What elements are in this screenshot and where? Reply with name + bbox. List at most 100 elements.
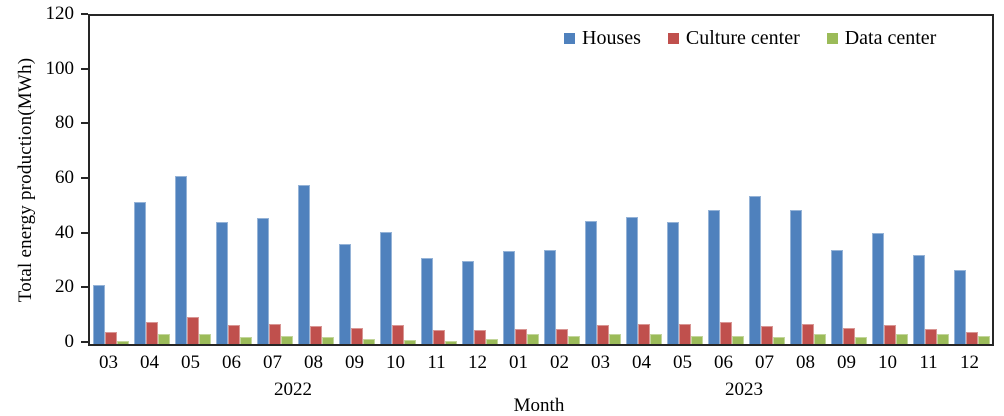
bar-group — [664, 16, 705, 344]
bar-data-center — [526, 334, 539, 344]
legend-swatch-culture-center — [667, 32, 679, 44]
x-tick-label: 10 — [386, 352, 405, 373]
bar-houses — [256, 218, 269, 344]
bar-group — [623, 16, 664, 344]
bar-houses — [379, 231, 392, 344]
bar-data-center — [116, 341, 129, 344]
bar-houses — [748, 196, 761, 344]
bar-culture-center — [309, 326, 322, 344]
bar-data-center — [239, 337, 252, 344]
legend-label: Houses — [582, 27, 641, 49]
bar-culture-center — [801, 323, 814, 344]
bar-group — [418, 16, 459, 344]
x-tick-label: 12 — [960, 352, 979, 373]
bar-houses — [625, 216, 638, 344]
bar-group — [869, 16, 910, 344]
bar-culture-center — [637, 323, 650, 344]
x-tick-label: 12 — [468, 352, 487, 373]
x-tick-label: 06 — [714, 352, 733, 373]
bar-houses — [461, 260, 474, 344]
bar-houses — [174, 175, 187, 344]
bar-group — [90, 16, 131, 344]
bar-data-center — [772, 337, 785, 344]
bar-houses — [543, 249, 556, 344]
x-tick-label: 09 — [345, 352, 364, 373]
bar-group — [172, 16, 213, 344]
x-tick-label: 01 — [509, 352, 528, 373]
bar-data-center — [567, 335, 580, 344]
y-tick-mark — [81, 341, 88, 343]
y-tick-label: 120 — [45, 3, 75, 24]
bar-data-center — [280, 335, 293, 344]
bar-data-center — [362, 338, 375, 344]
bar-houses — [215, 222, 228, 344]
bar-data-center — [157, 334, 170, 344]
bar-culture-center — [719, 322, 732, 344]
legend-label: Culture center — [685, 27, 800, 49]
bar-houses — [420, 257, 433, 344]
bar-data-center — [444, 341, 457, 344]
bar-data-center — [854, 337, 867, 344]
bar-data-center — [198, 334, 211, 344]
bar-data-center — [485, 338, 498, 344]
bar-data-center — [731, 335, 744, 344]
bar-culture-center — [145, 322, 158, 344]
bar-data-center — [608, 334, 621, 344]
legend-swatch-houses — [564, 32, 575, 44]
x-tick-label: 07 — [755, 352, 774, 373]
y-tick-mark — [81, 13, 88, 15]
y-tick-label: 60 — [55, 167, 74, 188]
x-tick-label: 04 — [632, 352, 651, 373]
bar-group — [910, 16, 951, 344]
bar-culture-center — [555, 328, 568, 344]
bar-houses — [871, 233, 884, 344]
x-tick-label: 03 — [591, 352, 610, 373]
bar-culture-center — [186, 316, 199, 344]
bar-data-center — [321, 337, 334, 344]
legend-label: Data center — [844, 27, 937, 49]
x-tick-label: 02 — [550, 352, 569, 373]
bar-group — [131, 16, 172, 344]
bar-culture-center — [965, 331, 978, 344]
bar-data-center — [649, 334, 662, 344]
y-tick-label: 40 — [55, 221, 74, 243]
bar-group — [582, 16, 623, 344]
legend: Houses Culture center Data center — [564, 26, 936, 50]
bar-group — [336, 16, 377, 344]
x-tick-label: 08 — [304, 352, 323, 373]
bar-houses — [789, 210, 802, 344]
bar-group — [213, 16, 254, 344]
x-tick-label: 09 — [837, 352, 856, 373]
bar-culture-center — [883, 324, 896, 344]
y-tick-mark — [81, 286, 88, 289]
bar-houses — [830, 249, 843, 344]
x-tick-label: 06 — [222, 352, 241, 373]
bar-data-center — [403, 339, 416, 344]
bar-culture-center — [104, 331, 117, 344]
bar-group — [541, 16, 582, 344]
bar-culture-center — [473, 330, 486, 344]
bar-houses — [584, 221, 597, 344]
legend-item-houses: Houses — [564, 26, 641, 50]
bar-group — [828, 16, 869, 344]
y-tick-label: 20 — [55, 276, 74, 298]
x-tick-label: 07 — [263, 352, 282, 373]
x-tick-label: 04 — [140, 352, 159, 373]
x-tick-label: 08 — [796, 352, 815, 373]
bar-houses — [338, 244, 351, 344]
legend-item-data-center: Data center — [826, 26, 937, 50]
y-tick-mark — [81, 67, 88, 70]
bar-culture-center — [391, 324, 404, 344]
x-axis-title: Month — [513, 395, 565, 416]
y-tick-mark — [81, 122, 88, 125]
legend-item-culture-center: Culture center — [667, 26, 800, 50]
y-tick-label: 0 — [64, 331, 75, 352]
legend-swatch-data-center — [826, 32, 838, 44]
y-tick-mark — [81, 231, 88, 234]
bar-houses — [92, 285, 105, 344]
bar-group — [377, 16, 418, 344]
bar-culture-center — [350, 327, 363, 344]
bar-group — [951, 16, 992, 344]
bar-culture-center — [227, 324, 240, 344]
bar-culture-center — [432, 330, 445, 344]
